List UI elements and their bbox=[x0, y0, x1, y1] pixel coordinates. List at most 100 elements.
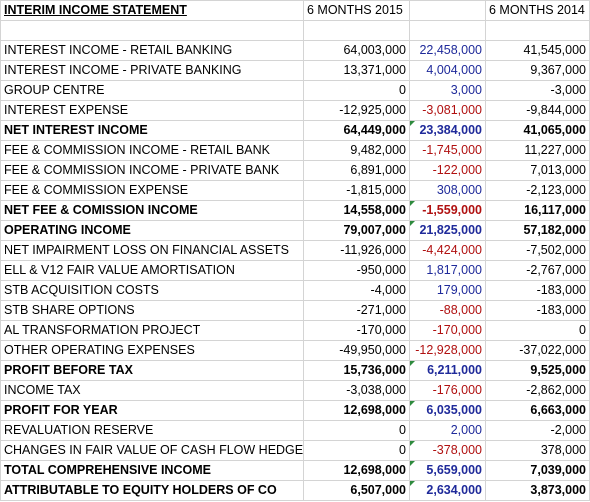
value-2015[interactable]: -271,000 bbox=[303, 300, 410, 321]
value-2015[interactable]: 12,698,000 bbox=[303, 460, 410, 481]
value-2015[interactable]: -12,925,000 bbox=[303, 100, 410, 121]
value-2014[interactable]: 9,367,000 bbox=[485, 60, 590, 81]
value-2015[interactable]: 12,698,000 bbox=[303, 400, 410, 421]
value-difference[interactable]: 21,825,000 bbox=[409, 220, 486, 241]
row-label[interactable]: TOTAL COMPREHENSIVE INCOME bbox=[0, 460, 304, 481]
header-2014[interactable]: 6 MONTHS 2014 bbox=[485, 0, 590, 21]
row-label[interactable]: FEE & COMMISSION EXPENSE bbox=[0, 180, 304, 201]
value-2014[interactable]: 41,545,000 bbox=[485, 40, 590, 61]
row-label[interactable]: INTEREST INCOME - RETAIL BANKING bbox=[0, 40, 304, 61]
value-2014[interactable]: 41,065,000 bbox=[485, 120, 590, 141]
row-label[interactable]: FEE & COMMISSION INCOME - PRIVATE BANK bbox=[0, 160, 304, 181]
value-2014[interactable]: 7,039,000 bbox=[485, 460, 590, 481]
empty-cell[interactable] bbox=[303, 20, 410, 41]
value-2015[interactable]: 0 bbox=[303, 440, 410, 461]
value-difference[interactable]: 22,458,000 bbox=[409, 40, 486, 61]
row-label[interactable]: INTEREST INCOME - PRIVATE BANKING bbox=[0, 60, 304, 81]
empty-cell[interactable] bbox=[0, 20, 304, 41]
value-2014[interactable]: -183,000 bbox=[485, 300, 590, 321]
row-label[interactable]: OPERATING INCOME bbox=[0, 220, 304, 241]
value-2014[interactable]: -2,767,000 bbox=[485, 260, 590, 281]
row-label[interactable]: NET INTEREST INCOME bbox=[0, 120, 304, 141]
value-2015[interactable]: 6,507,000 bbox=[303, 480, 410, 501]
value-2014[interactable]: 378,000 bbox=[485, 440, 590, 461]
value-2014[interactable]: 11,227,000 bbox=[485, 140, 590, 161]
value-difference[interactable]: 1,817,000 bbox=[409, 260, 486, 281]
value-difference[interactable]: 6,211,000 bbox=[409, 360, 486, 381]
value-2014[interactable]: -2,000 bbox=[485, 420, 590, 441]
row-label[interactable]: INCOME TAX bbox=[0, 380, 304, 401]
value-2014[interactable]: -7,502,000 bbox=[485, 240, 590, 261]
value-2015[interactable]: 79,007,000 bbox=[303, 220, 410, 241]
value-2015[interactable]: 13,371,000 bbox=[303, 60, 410, 81]
value-difference[interactable]: 308,000 bbox=[409, 180, 486, 201]
row-label[interactable]: NET FEE & COMISSION INCOME bbox=[0, 200, 304, 221]
value-difference[interactable]: 179,000 bbox=[409, 280, 486, 301]
value-2014[interactable]: -9,844,000 bbox=[485, 100, 590, 121]
value-2015[interactable]: 64,003,000 bbox=[303, 40, 410, 61]
value-difference[interactable]: 2,000 bbox=[409, 420, 486, 441]
value-2014[interactable]: 0 bbox=[485, 320, 590, 341]
value-2015[interactable]: -4,000 bbox=[303, 280, 410, 301]
value-2014[interactable]: -37,022,000 bbox=[485, 340, 590, 361]
value-2015[interactable]: -950,000 bbox=[303, 260, 410, 281]
header-difference[interactable] bbox=[409, 0, 486, 21]
value-2015[interactable]: 14,558,000 bbox=[303, 200, 410, 221]
row-label[interactable]: PROFIT BEFORE TAX bbox=[0, 360, 304, 381]
value-difference[interactable]: -1,745,000 bbox=[409, 140, 486, 161]
value-difference[interactable]: -176,000 bbox=[409, 380, 486, 401]
value-2014[interactable]: -3,000 bbox=[485, 80, 590, 101]
value-difference[interactable]: -378,000 bbox=[409, 440, 486, 461]
row-label[interactable]: STB SHARE OPTIONS bbox=[0, 300, 304, 321]
value-2014[interactable]: 3,873,000 bbox=[485, 480, 590, 501]
value-2015[interactable]: -3,038,000 bbox=[303, 380, 410, 401]
value-2014[interactable]: 9,525,000 bbox=[485, 360, 590, 381]
value-difference[interactable]: 2,634,000 bbox=[409, 480, 486, 501]
row-label[interactable]: ATTRIBUTABLE TO EQUITY HOLDERS OF CO bbox=[0, 480, 304, 501]
value-2014[interactable]: -2,123,000 bbox=[485, 180, 590, 201]
value-2014[interactable]: 16,117,000 bbox=[485, 200, 590, 221]
row-label[interactable]: INTEREST EXPENSE bbox=[0, 100, 304, 121]
value-difference[interactable]: -122,000 bbox=[409, 160, 486, 181]
value-2014[interactable]: 7,013,000 bbox=[485, 160, 590, 181]
row-label[interactable]: NET IMPAIRMENT LOSS ON FINANCIAL ASSETS bbox=[0, 240, 304, 261]
value-difference[interactable]: -88,000 bbox=[409, 300, 486, 321]
value-difference[interactable]: -12,928,000 bbox=[409, 340, 486, 361]
row-label[interactable]: STB ACQUISITION COSTS bbox=[0, 280, 304, 301]
value-2015[interactable]: 6,891,000 bbox=[303, 160, 410, 181]
value-2014[interactable]: -183,000 bbox=[485, 280, 590, 301]
value-2014[interactable]: -2,862,000 bbox=[485, 380, 590, 401]
statement-title[interactable]: INTERIM INCOME STATEMENT bbox=[0, 0, 304, 21]
value-2015[interactable]: -1,815,000 bbox=[303, 180, 410, 201]
value-difference[interactable]: 5,659,000 bbox=[409, 460, 486, 481]
value-2015[interactable]: 64,449,000 bbox=[303, 120, 410, 141]
row-label[interactable]: AL TRANSFORMATION PROJECT bbox=[0, 320, 304, 341]
value-difference[interactable]: 3,000 bbox=[409, 80, 486, 101]
value-difference[interactable]: 23,384,000 bbox=[409, 120, 486, 141]
row-label[interactable]: REVALUATION RESERVE bbox=[0, 420, 304, 441]
value-difference[interactable]: 4,004,000 bbox=[409, 60, 486, 81]
empty-cell[interactable] bbox=[485, 20, 590, 41]
row-label[interactable]: ELL & V12 FAIR VALUE AMORTISATION bbox=[0, 260, 304, 281]
value-2015[interactable]: -11,926,000 bbox=[303, 240, 410, 261]
value-difference[interactable]: -170,000 bbox=[409, 320, 486, 341]
row-label[interactable]: GROUP CENTRE bbox=[0, 80, 304, 101]
row-label[interactable]: OTHER OPERATING EXPENSES bbox=[0, 340, 304, 361]
value-difference[interactable]: -3,081,000 bbox=[409, 100, 486, 121]
value-2015[interactable]: 0 bbox=[303, 420, 410, 441]
value-2015[interactable]: -49,950,000 bbox=[303, 340, 410, 361]
row-label[interactable]: PROFIT FOR YEAR bbox=[0, 400, 304, 421]
header-2015[interactable]: 6 MONTHS 2015 bbox=[303, 0, 410, 21]
value-difference[interactable]: -4,424,000 bbox=[409, 240, 486, 261]
row-label[interactable]: CHANGES IN FAIR VALUE OF CASH FLOW HEDGE bbox=[0, 440, 304, 461]
row-label[interactable]: FEE & COMMISSION INCOME - RETAIL BANK bbox=[0, 140, 304, 161]
value-difference[interactable]: 6,035,000 bbox=[409, 400, 486, 421]
value-2015[interactable]: 0 bbox=[303, 80, 410, 101]
value-2015[interactable]: 9,482,000 bbox=[303, 140, 410, 161]
value-difference[interactable]: -1,559,000 bbox=[409, 200, 486, 221]
value-2015[interactable]: 15,736,000 bbox=[303, 360, 410, 381]
value-2014[interactable]: 57,182,000 bbox=[485, 220, 590, 241]
value-2014[interactable]: 6,663,000 bbox=[485, 400, 590, 421]
value-2015[interactable]: -170,000 bbox=[303, 320, 410, 341]
empty-cell[interactable] bbox=[409, 20, 486, 41]
